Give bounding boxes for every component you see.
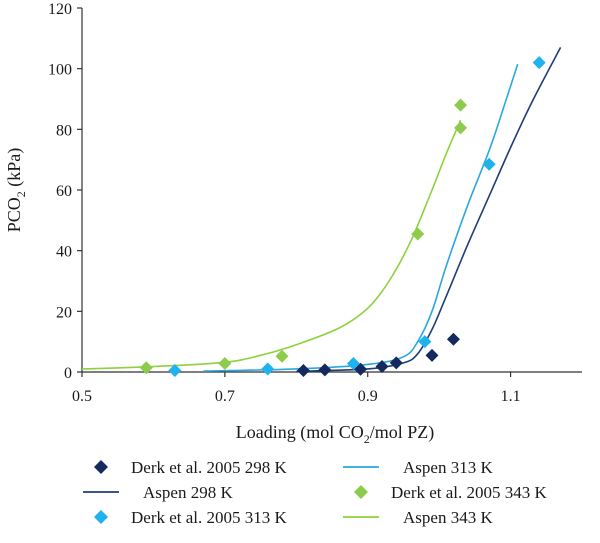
y-tick-label: 0 <box>64 365 72 382</box>
y-tick-label: 80 <box>56 122 72 139</box>
point-derk-et-al-2005-313-k <box>168 363 182 377</box>
point-derk-et-al-2005-343-k <box>218 357 232 371</box>
point-derk-et-al-2005-313-k <box>261 362 275 376</box>
legend-item-aspen-298-k: Aspen 298 K <box>83 483 233 502</box>
legend-swatch <box>94 510 108 524</box>
legend-label: Derk et al. 2005 343 K <box>391 483 548 502</box>
y-tick-label: 100 <box>48 62 72 79</box>
point-derk-et-al-2005-313-k <box>532 56 546 70</box>
point-derk-et-al-2005-298-k <box>389 356 403 370</box>
point-derk-et-al-2005-343-k <box>139 361 153 375</box>
legend-item-derk-et-al-2005-298-k: Derk et al. 2005 298 K <box>94 458 288 477</box>
point-derk-et-al-2005-298-k <box>296 363 310 377</box>
point-derk-et-al-2005-343-k <box>454 98 468 112</box>
x-tick-label: 0.9 <box>358 388 378 405</box>
series-markers <box>139 56 546 377</box>
line-aspen-298-k <box>296 47 562 373</box>
line-aspen-313-k <box>203 63 519 372</box>
legend-label: Aspen 298 K <box>143 483 233 502</box>
y-tick-label: 60 <box>56 183 72 200</box>
x-axis-title: Loading (mol CO2/mol PZ) <box>236 422 435 446</box>
y-tick-label: 120 <box>48 1 72 18</box>
legend-item-aspen-343-k: Aspen 343 K <box>343 508 493 527</box>
axes: 0 20 40 60 80 100 120 0.5 0.7 0.9 1.1 <box>48 1 582 405</box>
legend-label: Aspen 343 K <box>403 508 493 527</box>
y-axis-title: PCO2 (kPa) <box>4 148 28 233</box>
x-tick-label: 1.1 <box>501 388 521 405</box>
point-derk-et-al-2005-343-k <box>454 121 468 135</box>
line-aspen-343-k <box>81 119 462 370</box>
point-derk-et-al-2005-313-k <box>482 157 496 171</box>
legend-label: Aspen 313 K <box>403 458 493 477</box>
point-derk-et-al-2005-343-k <box>411 227 425 241</box>
legend-swatch <box>354 485 368 499</box>
legend-item-aspen-313-k: Aspen 313 K <box>343 458 493 477</box>
point-derk-et-al-2005-298-k <box>425 348 439 362</box>
y-tick-label: 20 <box>56 304 72 321</box>
point-derk-et-al-2005-343-k <box>275 349 289 363</box>
legend-swatch <box>94 460 108 474</box>
x-tick-label: 0.7 <box>215 388 235 405</box>
legend-label: Derk et al. 2005 298 K <box>131 458 288 477</box>
x-tick-label: 0.5 <box>72 388 92 405</box>
legend-item-derk-et-al-2005-313-k: Derk et al. 2005 313 K <box>94 508 288 527</box>
point-derk-et-al-2005-298-k <box>318 363 332 377</box>
point-derk-et-al-2005-313-k <box>346 357 360 371</box>
legend-item-derk-et-al-2005-343-k: Derk et al. 2005 343 K <box>354 483 548 502</box>
point-derk-et-al-2005-298-k <box>375 360 389 374</box>
legend: Derk et al. 2005 298 K Aspen 313 K Aspen 2… <box>83 458 548 527</box>
point-derk-et-al-2005-313-k <box>418 335 432 349</box>
series-lines <box>81 47 562 373</box>
legend-label: Derk et al. 2005 313 K <box>131 508 288 527</box>
point-derk-et-al-2005-298-k <box>446 332 460 346</box>
y-tick-label: 40 <box>56 244 72 261</box>
